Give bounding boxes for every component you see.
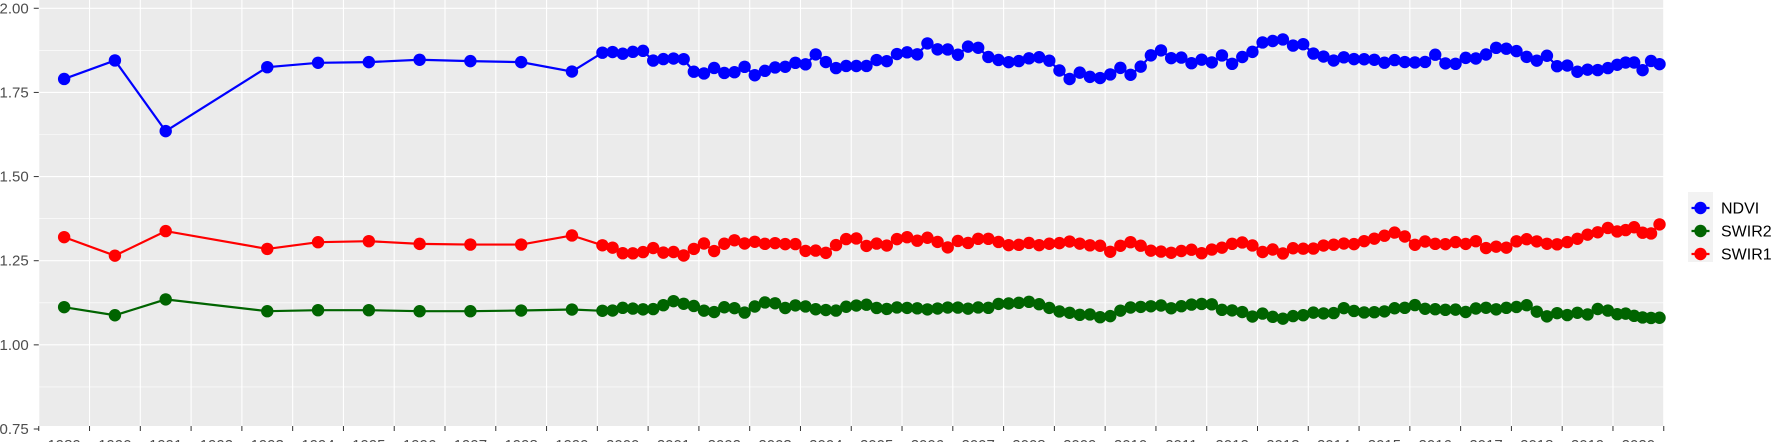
svg-text:1989: 1989 xyxy=(47,437,80,442)
svg-text:2020: 2020 xyxy=(1622,437,1655,442)
svg-text:2013: 2013 xyxy=(1266,437,1299,442)
svg-text:2012: 2012 xyxy=(1215,437,1248,442)
svg-text:1994: 1994 xyxy=(301,437,334,442)
svg-text:1999: 1999 xyxy=(555,437,588,442)
svg-text:1995: 1995 xyxy=(352,437,385,442)
svg-text:2011: 2011 xyxy=(1165,437,1197,442)
svg-text:2003: 2003 xyxy=(758,437,791,442)
svg-text:1.50: 1.50 xyxy=(0,169,29,186)
svg-text:2019: 2019 xyxy=(1571,437,1604,442)
svg-text:2009: 2009 xyxy=(1063,437,1096,442)
svg-text:2015: 2015 xyxy=(1368,437,1401,442)
svg-text:2017: 2017 xyxy=(1469,437,1502,442)
svg-text:1997: 1997 xyxy=(454,437,487,442)
svg-text:1996: 1996 xyxy=(403,437,436,442)
svg-text:2006: 2006 xyxy=(911,437,944,442)
svg-text:1.00: 1.00 xyxy=(0,337,29,354)
svg-text:1990: 1990 xyxy=(98,437,131,442)
svg-text:2004: 2004 xyxy=(809,437,842,442)
svg-text:1992: 1992 xyxy=(200,437,233,442)
svg-text:2001: 2001 xyxy=(657,437,690,442)
svg-text:1.25: 1.25 xyxy=(0,253,29,270)
svg-text:1.75: 1.75 xyxy=(0,84,29,101)
svg-text:2016: 2016 xyxy=(1419,437,1452,442)
svg-text:NDVI: NDVI xyxy=(1721,201,1759,218)
svg-text:2005: 2005 xyxy=(860,437,893,442)
svg-text:1991: 1991 xyxy=(149,437,182,442)
svg-text:0.75: 0.75 xyxy=(0,421,29,438)
svg-text:2007: 2007 xyxy=(962,437,995,442)
svg-text:2010: 2010 xyxy=(1114,437,1147,442)
svg-text:2.00: 2.00 xyxy=(0,0,29,17)
svg-text:2002: 2002 xyxy=(708,437,741,442)
svg-text:2008: 2008 xyxy=(1012,437,1045,442)
svg-text:2000: 2000 xyxy=(606,437,639,442)
svg-text:1993: 1993 xyxy=(251,437,284,442)
svg-text:2018: 2018 xyxy=(1520,437,1553,442)
svg-text:SWIR2: SWIR2 xyxy=(1721,224,1772,241)
svg-text:1998: 1998 xyxy=(504,437,537,442)
svg-text:2014: 2014 xyxy=(1317,437,1350,442)
svg-text:SWIR1: SWIR1 xyxy=(1721,247,1772,264)
